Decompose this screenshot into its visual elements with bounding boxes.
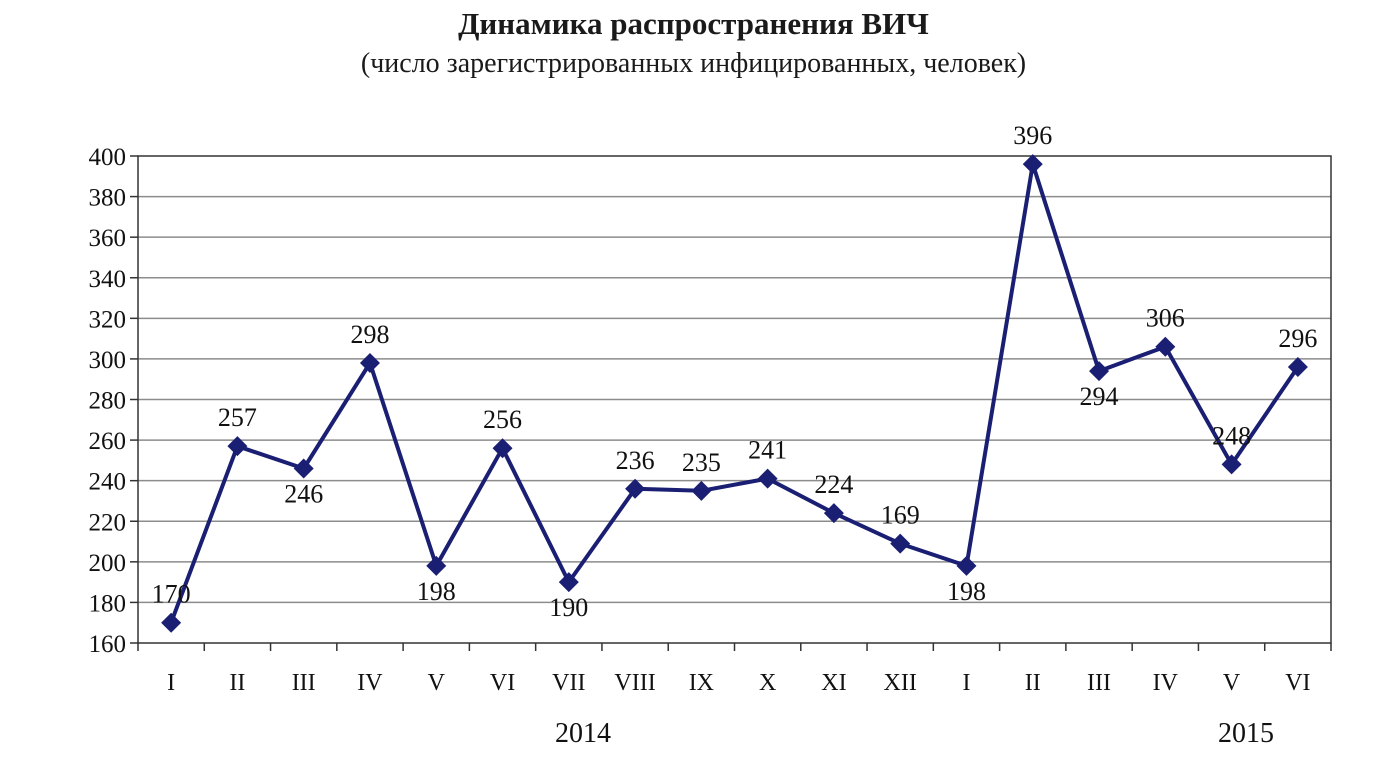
x-tick-label: VI (1285, 670, 1310, 696)
year-label: 2015 (1218, 718, 1274, 749)
chart-subtitle: (число зарегистрированных инфицированных… (360, 48, 1027, 79)
data-label: 256 (483, 405, 522, 434)
y-tick-label: 200 (89, 550, 127, 577)
data-labels: 170 257 246 298 198 256 190 236 235 241 224 169 198 3… (152, 121, 1318, 622)
data-point-marker (1221, 454, 1242, 475)
x-tick-label: II (1025, 670, 1041, 696)
y-tick-label: 160 (89, 631, 127, 658)
x-tick-label: V (1223, 670, 1241, 696)
data-label: 298 (350, 320, 389, 349)
data-label: 241 (748, 436, 787, 465)
data-markers (161, 154, 1308, 633)
y-tick-label: 280 (89, 388, 127, 415)
y-tick-label: 400 (89, 144, 127, 171)
data-label: 248 (1212, 421, 1251, 450)
y-tick-label: 300 (89, 347, 127, 374)
data-label: 294 (1080, 382, 1119, 411)
x-axis-ticks: I II III IV V VI VII VIII IX X XI XII I II III IV V VI (137, 643, 1332, 696)
x-tick-label: III (1087, 670, 1111, 696)
data-point-marker (492, 438, 513, 459)
data-point-marker (1089, 361, 1110, 382)
x-tick-label: V (428, 670, 446, 696)
data-point-marker (823, 503, 844, 524)
x-tick-label: II (229, 670, 245, 696)
data-label: 198 (947, 577, 986, 606)
y-tick-label: 320 (89, 306, 127, 333)
y-tick-label: 180 (89, 590, 127, 617)
y-axis-ticks: 160 180 200 220 240 260 280 300 320 340 360 380 400 (89, 144, 138, 658)
x-tick-label: IV (357, 670, 383, 696)
data-label: 198 (417, 577, 456, 606)
x-tick-label: III (292, 670, 316, 696)
x-tick-label: VI (490, 670, 515, 696)
x-tick-label: VIII (614, 670, 655, 696)
data-point-marker (1155, 336, 1176, 357)
data-label: 396 (1013, 121, 1052, 150)
data-label: 306 (1146, 304, 1185, 333)
x-tick-label: IX (689, 670, 714, 696)
data-point-marker (625, 478, 646, 499)
data-point-marker (359, 352, 380, 373)
data-point-marker (558, 572, 579, 593)
data-point-marker (1287, 357, 1308, 378)
y-tick-label: 240 (89, 469, 127, 496)
data-label: 190 (549, 593, 588, 622)
data-point-marker (1022, 154, 1043, 175)
x-tick-label: VII (552, 670, 585, 696)
x-tick-label: I (167, 670, 175, 696)
x-tick-label: X (759, 670, 776, 696)
chart-title: Динамика распространения ВИЧ (458, 6, 929, 41)
data-point-marker (956, 555, 977, 576)
data-label: 224 (814, 470, 853, 499)
data-label: 246 (284, 479, 323, 508)
y-tick-label: 220 (89, 509, 127, 536)
y-tick-label: 340 (89, 266, 127, 293)
data-point-marker (227, 436, 248, 457)
data-point-marker (691, 480, 712, 501)
y-tick-label: 360 (89, 225, 127, 252)
data-label: 169 (881, 501, 920, 530)
grid-lines (138, 195, 1331, 604)
data-label: 170 (152, 580, 191, 609)
x-tick-label: XI (821, 670, 846, 696)
data-label: 257 (218, 403, 257, 432)
data-label: 235 (682, 448, 721, 477)
series-line (169, 162, 1300, 624)
y-tick-label: 260 (89, 428, 127, 455)
x-tick-label: XII (884, 670, 917, 696)
year-labels: 2014 2015 (555, 718, 1274, 749)
data-point-marker (426, 555, 447, 576)
x-tick-label: I (962, 670, 970, 696)
data-label: 296 (1278, 324, 1317, 353)
data-point-marker (161, 612, 182, 633)
year-label: 2014 (555, 718, 611, 749)
data-point-marker (890, 533, 911, 554)
data-point-marker (757, 468, 778, 489)
data-point-marker (293, 458, 314, 479)
x-tick-label: IV (1153, 670, 1179, 696)
data-label: 236 (616, 446, 655, 475)
y-tick-label: 380 (89, 185, 127, 212)
